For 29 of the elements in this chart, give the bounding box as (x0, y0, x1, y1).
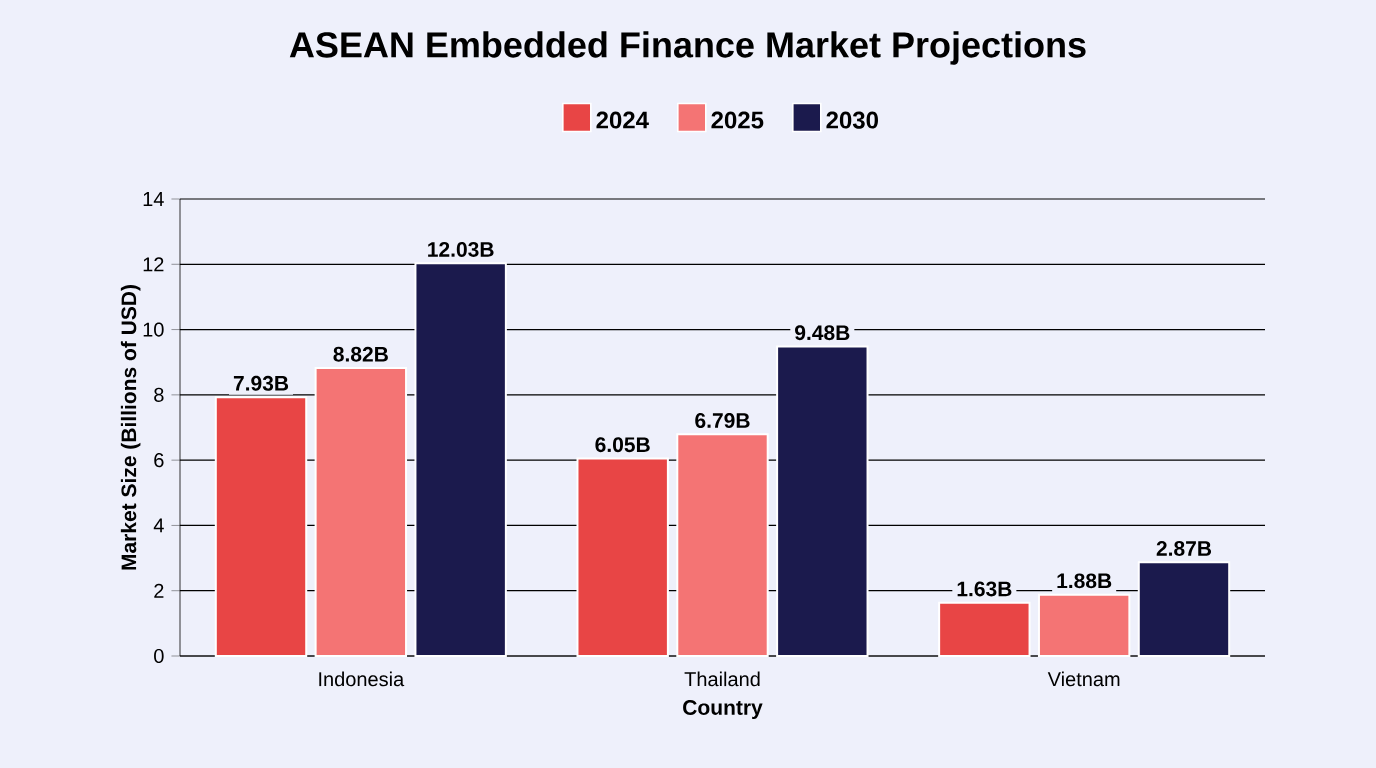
y-tick-label: 4 (153, 518, 164, 533)
y-tick-label: 8 (154, 387, 164, 402)
x-tick-label: Thailand (684, 671, 760, 687)
chart-title: ASEAN Embedded Finance Market Projections (289, 31, 1086, 65)
data-label: 9.48B (795, 325, 850, 341)
data-label: 7.93B (233, 375, 289, 391)
bar (776, 345, 869, 658)
data-label: 1.88B (1057, 573, 1112, 589)
y-tick-label: 12 (143, 257, 164, 272)
y-tick-label: 10 (143, 322, 164, 337)
y-axis-title: Market Size (Billions of USD) (120, 285, 141, 570)
x-tick-label: Indonesia (319, 671, 405, 687)
data-label: 2.87B (1156, 541, 1212, 556)
x-axis-title: Country (683, 700, 763, 720)
data-label: 8.82B (333, 346, 388, 362)
y-tick-label: 14 (143, 192, 164, 206)
legend-label: 2030 (826, 111, 878, 129)
data-label: 1.63B (957, 581, 1012, 597)
x-tick-label: Vietnam (1047, 671, 1120, 687)
y-tick-label: 6 (154, 453, 164, 468)
bar (214, 396, 308, 658)
y-tick-label: 0 (154, 648, 164, 664)
legend-label: 2024 (596, 111, 649, 129)
y-tick-label: 2 (154, 583, 164, 598)
data-label: 6.79B (695, 413, 750, 428)
data-label: 12.03B (428, 242, 494, 257)
data-label: 6.05B (595, 437, 650, 453)
bar (938, 601, 1031, 658)
legend-label: 2025 (711, 111, 764, 129)
